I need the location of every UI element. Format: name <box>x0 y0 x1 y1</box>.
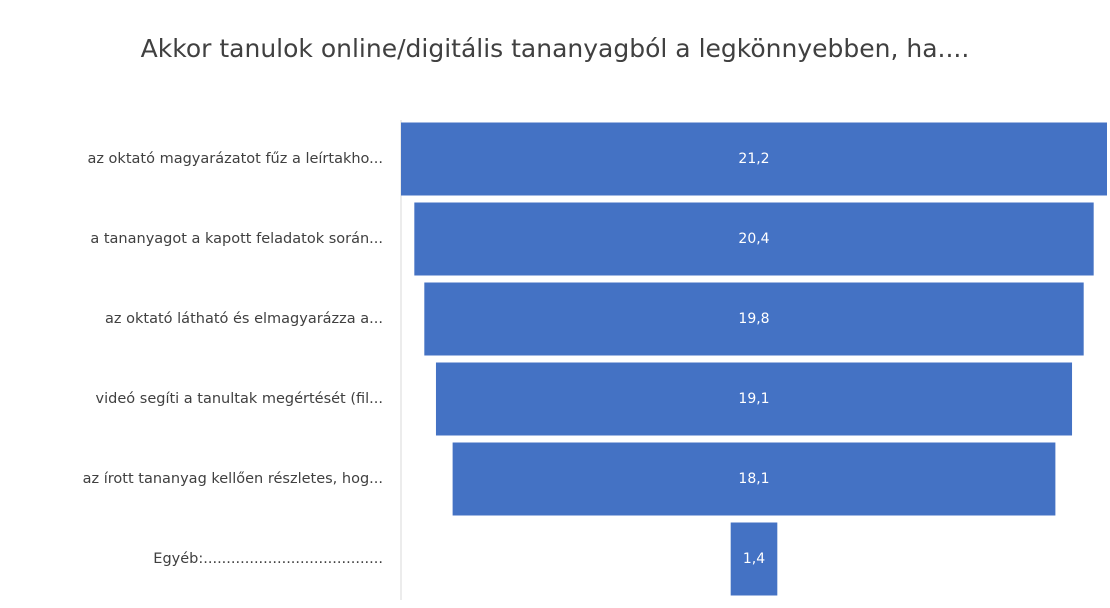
category-label: videó segíti a tanultak megértését (fil.… <box>96 391 383 407</box>
value-label: 20,4 <box>738 231 769 247</box>
category-label: az oktató látható és elmagyarázza a... <box>105 311 383 327</box>
funnel-bar <box>730 522 778 596</box>
chart-title: Akkor tanulok online/digitális tananyagb… <box>141 34 970 63</box>
value-label: 19,8 <box>738 311 769 327</box>
funnel-bar <box>401 122 1107 196</box>
value-label: 18,1 <box>738 471 769 487</box>
funnel-bar <box>435 362 1073 436</box>
category-label: az oktató magyarázatot fűz a leírtakho..… <box>87 151 383 167</box>
funnel-bar <box>452 442 1056 516</box>
funnel-bar <box>414 202 1094 276</box>
value-label: 21,2 <box>738 151 769 167</box>
category-label: Egyéb:..................................… <box>153 551 383 567</box>
category-label: a tananyagot a kapott feladatok során... <box>90 231 383 247</box>
value-label: 1,4 <box>743 551 765 567</box>
value-label: 19,1 <box>738 391 769 407</box>
funnel-bar <box>424 282 1084 356</box>
category-label: az írott tananyag kellően részletes, hog… <box>83 471 383 487</box>
